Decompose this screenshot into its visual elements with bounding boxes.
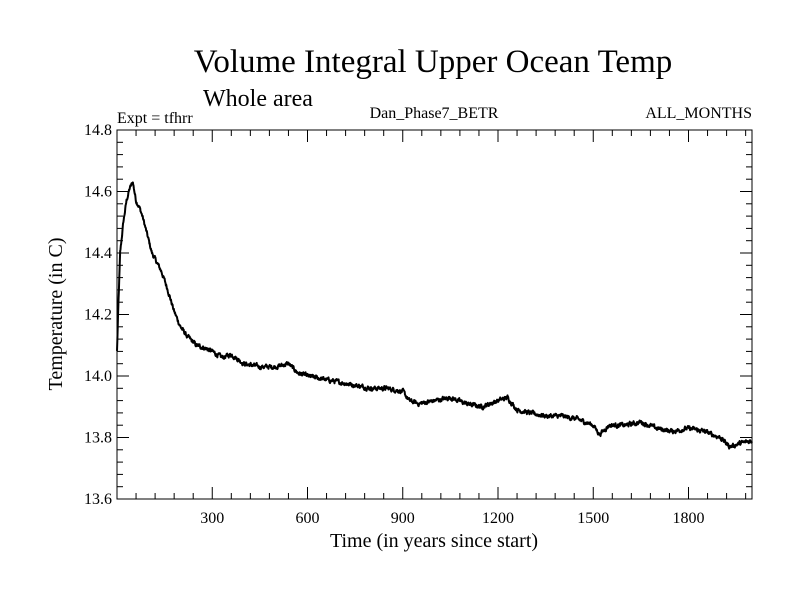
y-tick-label: 14.8 — [84, 122, 112, 139]
x-tick-label: 1200 — [482, 510, 514, 527]
y-tick-label: 14.6 — [84, 184, 112, 201]
plot-frame — [116, 129, 753, 500]
y-axis-label: Temperature (in C) — [45, 238, 67, 391]
y-tick-label: 13.6 — [84, 491, 112, 508]
x-tick-label: 900 — [391, 510, 415, 527]
period-label: ALL_MONTHS — [645, 105, 752, 122]
x-tick-label: 1500 — [577, 510, 609, 527]
x-tick-label: 300 — [200, 510, 224, 527]
x-tick-label: 1800 — [673, 510, 705, 527]
y-tick-label: 14.2 — [84, 307, 112, 324]
run-label: Dan_Phase7_BETR — [370, 105, 499, 122]
y-tick-label: 14.0 — [84, 368, 112, 385]
x-tick-labels: 300 600 900 1200 1500 1800 — [200, 510, 704, 527]
chart-subtitle: Whole area — [203, 86, 313, 112]
x-tick-label: 600 — [296, 510, 320, 527]
chart-title: Volume Integral Upper Ocean Temp — [194, 44, 672, 80]
temperature-series-line — [116, 181, 753, 450]
x-axis-label: Time (in years since start) — [330, 530, 538, 552]
y-tick-label: 14.4 — [84, 245, 112, 262]
expt-label: Expt = tfhrr — [117, 110, 193, 127]
axis-ticks — [117, 129, 752, 500]
y-tick-label: 13.8 — [84, 430, 112, 447]
y-tick-labels: 13.6 13.8 14.0 14.2 14.4 14.6 14.8 — [84, 122, 112, 508]
